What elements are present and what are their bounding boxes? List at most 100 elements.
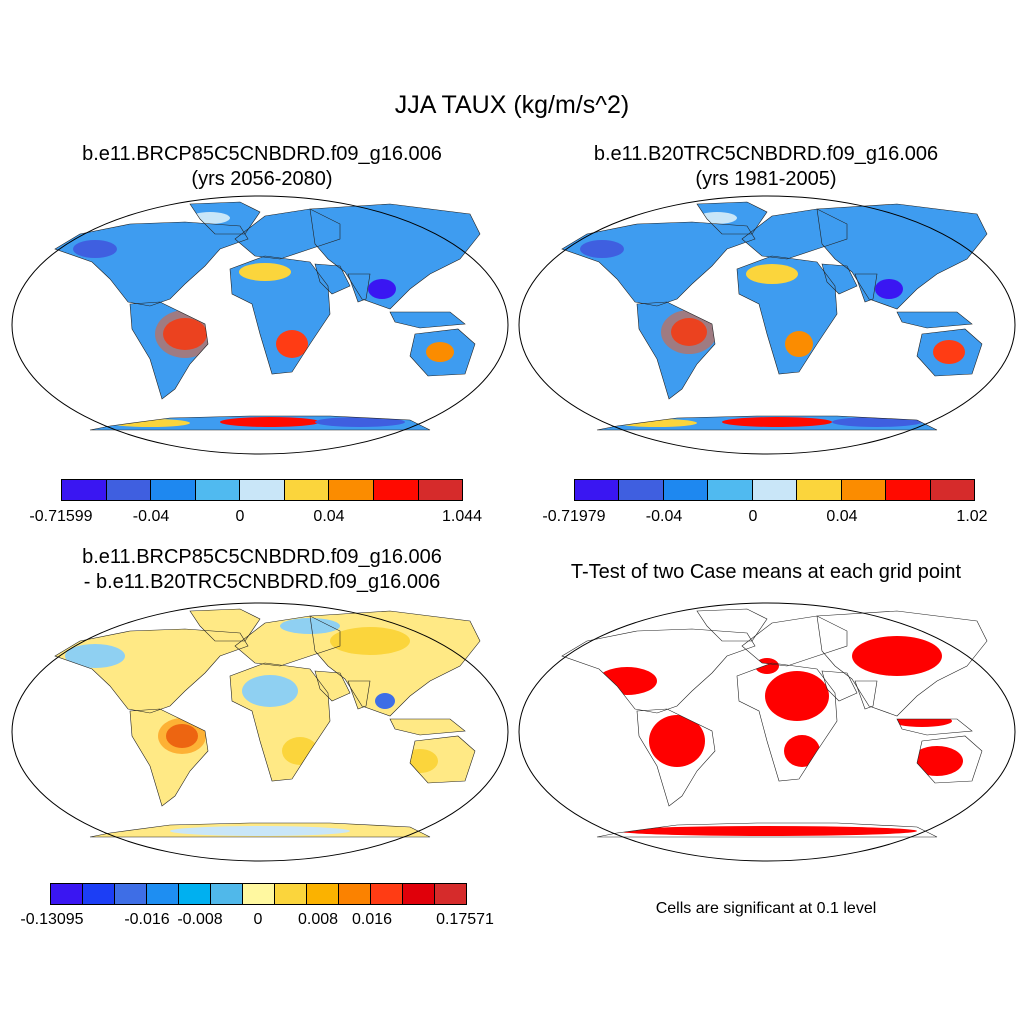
coastline-namerica	[54, 221, 249, 307]
colorbar-swatch	[619, 480, 664, 500]
colorbar-swatch	[83, 884, 115, 904]
coastline-europe	[741, 615, 848, 667]
coastline-asia	[816, 610, 988, 717]
map-border	[11, 195, 509, 455]
colorbar-swatch	[435, 884, 466, 904]
map-border	[11, 602, 509, 862]
coastline-europe	[234, 615, 341, 667]
coastline-greenland	[189, 201, 261, 235]
coastline-samerica	[636, 708, 716, 807]
figure-title: JJA TAUX (kg/m/s^2)	[394, 91, 630, 119]
colorbar-swatch	[179, 884, 211, 904]
colorbar-tick-label: 0.04	[826, 508, 858, 525]
colorbar-tick-label: -0.71979	[542, 508, 606, 525]
map-ttest	[518, 602, 1016, 862]
colorbar-tick-label: 0	[235, 508, 245, 525]
map-historical	[518, 195, 1016, 455]
coastline-australia	[916, 328, 983, 377]
colorbar-tick-label: -0.016	[124, 911, 170, 928]
coastline-australia	[409, 735, 476, 784]
panel-title-difference: b.e11.BRCP85C5CNBDRD.f09_g16.006 - b.e11…	[22, 545, 502, 595]
coastline-namerica	[561, 628, 756, 714]
coastline-antarctica	[89, 415, 431, 431]
coastline-samerica	[129, 708, 209, 807]
colorbar-tick-label: -0.008	[177, 911, 223, 928]
colorbar-tick-label: -0.13095	[20, 911, 84, 928]
colorbar-tick-label: 1.02	[956, 508, 988, 525]
colorbar-swatch	[418, 480, 463, 500]
map-future	[11, 195, 509, 455]
colorbar-swatch	[151, 480, 196, 500]
map-border	[518, 602, 1016, 862]
colorbar-swatch	[275, 884, 307, 904]
coastline-indonesia	[896, 718, 973, 736]
coastline-antarctica	[89, 822, 431, 838]
map-difference	[11, 602, 509, 862]
colorbar-swatch	[886, 480, 931, 500]
colorbar-tick-label: 0	[253, 911, 263, 928]
coastline-greenland	[189, 608, 261, 642]
panel-title-line2: - b.e11.B20TRC5CNBDRD.f09_g16.006	[83, 571, 441, 593]
colorbar-swatch	[51, 884, 83, 904]
colorbar-swatch	[575, 480, 620, 500]
coastline-namerica	[561, 221, 756, 307]
coastline-greenland	[696, 201, 768, 235]
coastline-arabia	[821, 670, 858, 702]
coastline-australia	[409, 328, 476, 377]
colorbar-swatch	[106, 480, 152, 500]
panel-title-line2: (yrs 1981-2005)	[695, 168, 837, 190]
coastline-samerica	[636, 301, 716, 400]
colorbar-swatch	[284, 480, 330, 500]
coastline-arabia	[314, 263, 351, 295]
colorbar-tick-label: -0.71599	[29, 508, 93, 525]
colorbar-swatch	[329, 480, 374, 500]
panel-title-line1: b.e11.BRCP85C5CNBDRD.f09_g16.006	[82, 546, 442, 568]
colorbar-swatch	[243, 884, 275, 904]
colorbar-swatch	[62, 480, 107, 500]
coastline-asia	[309, 203, 481, 310]
coastline-antarctica	[596, 822, 938, 838]
colorbar-tick-label: 1.044	[441, 508, 483, 525]
colorbar-swatch	[195, 480, 241, 500]
coastline-africa	[229, 662, 331, 782]
colorbar-swatch	[373, 480, 419, 500]
coastline-greenland	[696, 608, 768, 642]
colorbar-swatch	[708, 480, 753, 500]
colorbar-swatch	[797, 480, 842, 500]
colorbar-swatch	[147, 884, 179, 904]
coastline-arabia	[821, 263, 858, 295]
colorbar-swatch	[339, 884, 371, 904]
coastline-indonesia	[896, 311, 973, 329]
colorbar-swatch	[841, 480, 887, 500]
colorbar-swatch	[930, 480, 974, 500]
coastline-arabia	[314, 670, 351, 702]
colorbar-swatch	[211, 884, 243, 904]
coastline-indonesia	[389, 718, 466, 736]
panel-title-ttest: T-Test of two Case means at each grid po…	[526, 560, 1006, 585]
colorbar-tick-label: 0.04	[313, 508, 345, 525]
colorbar-swatch	[115, 884, 147, 904]
colorbar-tick-label: 0.016	[351, 911, 393, 928]
coastline-namerica	[54, 628, 249, 714]
panel-title-future: b.e11.BRCP85C5CNBDRD.f09_g16.006 (yrs 20…	[22, 142, 502, 192]
coastline-asia	[309, 610, 481, 717]
coastline-africa	[229, 255, 331, 375]
coastline-india	[347, 273, 371, 303]
coastline-samerica	[129, 301, 209, 400]
colorbar-swatch	[752, 480, 798, 500]
colorbar-historical	[574, 479, 975, 501]
coastline-antarctica	[596, 415, 938, 431]
panel-title-line1: T-Test of two Case means at each grid po…	[570, 561, 962, 583]
colorbar-difference	[50, 883, 467, 905]
colorbar-swatch	[307, 884, 339, 904]
panel-title-line2: (yrs 2056-2080)	[191, 168, 333, 190]
colorbar-tick-label: 0	[748, 508, 758, 525]
coastline-india	[347, 680, 371, 710]
colorbar-tick-label: 0.17571	[436, 911, 494, 928]
map-border	[518, 195, 1016, 455]
significance-note: Cells are significant at 0.1 level	[655, 900, 877, 917]
coastline-india	[854, 680, 878, 710]
coastline-india	[854, 273, 878, 303]
colorbar-tick-label: 0.008	[297, 911, 339, 928]
coastline-europe	[741, 208, 848, 260]
